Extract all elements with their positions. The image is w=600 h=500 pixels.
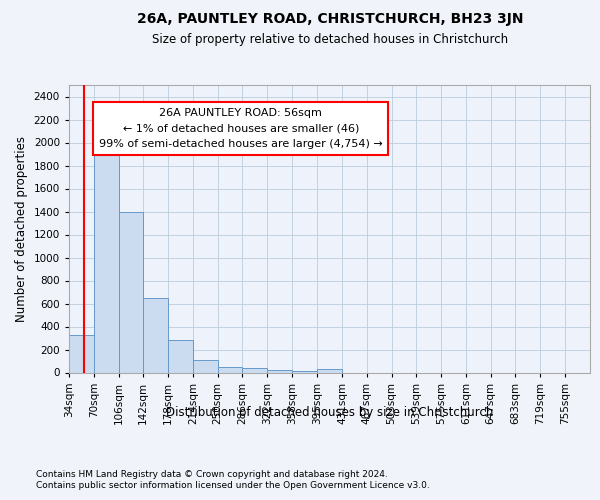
Bar	[69, 335, 94, 372]
Text: Distribution of detached houses by size in Christchurch: Distribution of detached houses by size …	[166, 406, 494, 419]
Bar	[292, 371, 317, 372]
Bar	[267, 370, 292, 372]
Bar	[193, 360, 218, 372]
Bar	[94, 146, 119, 372]
Text: Contains public sector information licensed under the Open Government Licence v3: Contains public sector information licen…	[36, 481, 430, 490]
Bar	[218, 367, 242, 372]
Text: 26A, PAUNTLEY ROAD, CHRISTCHURCH, BH23 3JN: 26A, PAUNTLEY ROAD, CHRISTCHURCH, BH23 3…	[137, 12, 523, 26]
Bar	[242, 368, 267, 372]
Y-axis label: Number of detached properties: Number of detached properties	[15, 136, 28, 322]
Text: Contains HM Land Registry data © Crown copyright and database right 2024.: Contains HM Land Registry data © Crown c…	[36, 470, 388, 479]
Text: 26A PAUNTLEY ROAD: 56sqm
← 1% of detached houses are smaller (46)
99% of semi-de: 26A PAUNTLEY ROAD: 56sqm ← 1% of detache…	[99, 108, 383, 149]
Bar	[317, 369, 342, 372]
Bar	[143, 298, 168, 372]
Text: Size of property relative to detached houses in Christchurch: Size of property relative to detached ho…	[152, 32, 508, 46]
Bar	[119, 212, 143, 372]
Bar	[168, 340, 193, 372]
